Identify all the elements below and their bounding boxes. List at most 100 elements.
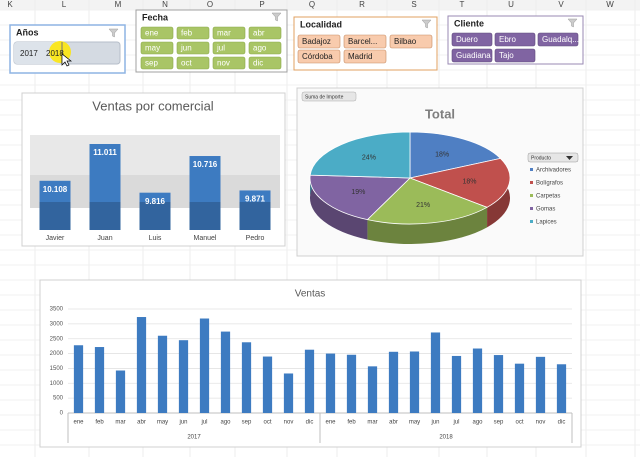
column-header: W (606, 0, 614, 9)
data-label: 21% (416, 202, 430, 209)
group-label: 2018 (439, 435, 453, 441)
field-button[interactable] (301, 91, 357, 102)
slicer-button-label[interactable]: ene (145, 29, 159, 38)
x-tick-label: dic (558, 420, 566, 426)
column-header: V (558, 0, 564, 9)
slicer-button[interactable] (248, 56, 282, 70)
bar (139, 192, 171, 230)
slicer-button-label[interactable]: sep (145, 59, 158, 68)
x-tick-label: jul (452, 420, 459, 426)
bar (136, 317, 147, 413)
slicer-button[interactable] (451, 48, 493, 63)
x-tick-label: nov (284, 420, 294, 426)
column-header: S (411, 0, 416, 9)
slicer-button-label[interactable]: feb (181, 29, 193, 38)
column-header: P (259, 0, 264, 9)
pie-slice[interactable] (309, 131, 411, 179)
legend-dropdown[interactable] (527, 152, 579, 163)
pie-slice[interactable] (408, 157, 511, 208)
slicer-button-label[interactable]: jun (180, 44, 192, 53)
dropdown-arrow[interactable] (566, 156, 573, 160)
filter-icon[interactable] (567, 18, 578, 28)
bar (430, 332, 441, 413)
slicer-button[interactable] (248, 41, 282, 55)
slicer-button-label[interactable]: Madrid (348, 52, 372, 61)
x-tick-label: mar (367, 420, 377, 426)
slicer-button[interactable] (343, 34, 387, 49)
legend-label: Carpetas (536, 194, 560, 200)
y-tick-label: 3500 (50, 307, 64, 313)
data-label: 10.716 (193, 160, 218, 169)
slicer-button[interactable] (140, 41, 174, 55)
slicer-button[interactable] (212, 26, 246, 40)
slicer-button[interactable] (297, 49, 341, 64)
timeline-item[interactable]: 2017 (20, 49, 38, 58)
slicer-button[interactable] (212, 41, 246, 55)
column-header: U (508, 0, 514, 9)
slicer-button-label[interactable]: Tajo (499, 51, 514, 60)
x-tick-label: ene (73, 420, 84, 426)
x-tick-label: Manuel (194, 235, 217, 242)
slicer-button[interactable] (494, 32, 536, 47)
x-tick-label: jun (430, 420, 439, 426)
filter-icon[interactable] (108, 28, 119, 38)
chart-title: Total (425, 106, 455, 121)
slicer-button-label[interactable]: may (145, 44, 160, 53)
slicer-button[interactable] (176, 56, 210, 70)
slicer-button[interactable] (494, 48, 536, 63)
slicer-button[interactable] (140, 56, 174, 70)
legend-title[interactable]: Producto (531, 155, 551, 161)
slicer-button-label[interactable]: mar (217, 29, 231, 38)
x-tick-label: Javier (46, 235, 65, 242)
bar (388, 351, 399, 413)
field-button-label[interactable]: Suma de Importe (305, 94, 344, 100)
x-tick-label: Juan (97, 235, 112, 242)
slicer-button[interactable] (451, 32, 493, 47)
bar (220, 331, 231, 413)
slicer-title: Localidad (300, 19, 342, 29)
slicer-button[interactable] (176, 41, 210, 55)
slicer-button-label[interactable]: Bilbao (394, 37, 417, 46)
bar (115, 370, 126, 413)
slicer-button-label[interactable]: Ebro (499, 35, 516, 44)
slicer-button-label[interactable]: Badajoz (302, 37, 331, 46)
slicer-button[interactable] (297, 34, 341, 49)
slicer-button-label[interactable]: Guadalq... (542, 35, 579, 44)
slicer-button[interactable] (537, 32, 579, 47)
column-header: T (460, 0, 465, 9)
data-label: 24% (362, 155, 376, 162)
bar (409, 351, 420, 413)
y-tick-label: 0 (60, 411, 64, 417)
slicer-button[interactable] (248, 26, 282, 40)
bar (283, 373, 294, 413)
slicer-button[interactable] (389, 34, 433, 49)
slicer-button-label[interactable]: Barcel... (348, 37, 377, 46)
column-header: M (115, 0, 122, 9)
x-tick-label: feb (95, 420, 104, 426)
slicer-button[interactable] (343, 49, 387, 64)
slicer-button-label[interactable]: Guadiana (456, 51, 491, 60)
slicer-button[interactable] (176, 26, 210, 40)
bar (472, 348, 483, 413)
pie-slice[interactable] (409, 131, 502, 179)
bar (39, 180, 71, 230)
slicer-button-label[interactable]: ago (253, 44, 267, 53)
pie-slice[interactable] (366, 177, 488, 225)
slicer-button-label[interactable]: Córdoba (302, 52, 333, 61)
slicer-button[interactable] (140, 26, 174, 40)
slicer-button-label[interactable]: nov (217, 59, 230, 68)
slicer-button-label[interactable]: jul (216, 44, 225, 53)
timeline-item[interactable]: 2018 (46, 49, 64, 58)
slicer-button-label[interactable]: oct (181, 59, 192, 68)
data-label: 19% (351, 189, 365, 196)
x-tick-label: Luis (149, 235, 162, 242)
plot-band (30, 135, 280, 175)
slicer-button-label[interactable]: abr (253, 29, 265, 38)
filter-icon[interactable] (271, 12, 282, 22)
slicer-button-label[interactable]: Duero (456, 35, 478, 44)
bar (189, 156, 221, 230)
slicer-button[interactable] (212, 56, 246, 70)
slicer-button-label[interactable]: dic (253, 59, 263, 68)
filter-icon[interactable] (421, 19, 432, 29)
pie-slice[interactable] (309, 174, 411, 221)
